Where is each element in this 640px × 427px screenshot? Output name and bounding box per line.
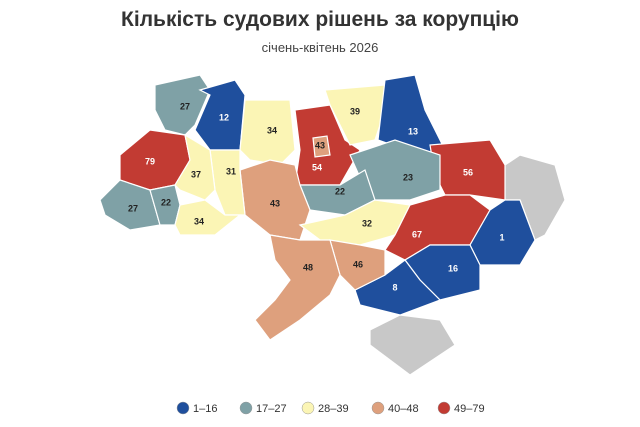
region-value: 12: [219, 112, 229, 122]
region-value: 22: [335, 186, 345, 196]
legend-swatch: [239, 401, 253, 415]
region: [174, 133, 216, 201]
labels: 79 27 12 34 54 43 39 13 56 23 22 43 31 37 27 22 34 32 67 1 1…: [128, 101, 505, 292]
region-value: 13: [408, 126, 418, 136]
legend-label: 1–16: [193, 403, 217, 415]
region-value: 79: [145, 156, 155, 166]
region-value: 56: [463, 167, 473, 177]
regions: [99, 74, 536, 341]
legend-swatch: [437, 401, 451, 415]
region-value: 27: [180, 101, 190, 111]
legend-swatch: [301, 401, 315, 415]
region-value: 34: [194, 216, 204, 226]
subtitle: січень-квітень 2026: [262, 40, 379, 55]
region: [469, 199, 536, 266]
legend-label: 49–79: [454, 403, 485, 415]
region-value: 32: [362, 218, 372, 228]
legend-label: 40–48: [388, 403, 419, 415]
region-value: 31: [226, 166, 236, 176]
legend-swatch: [371, 401, 385, 415]
region-value: 39: [350, 106, 360, 116]
region: [209, 149, 246, 216]
legend: 1–16 17–27 28–39 40–48 49–79: [176, 401, 485, 415]
legend-swatch: [176, 401, 190, 415]
region-value: 67: [412, 229, 422, 239]
region-value: 54: [312, 162, 322, 172]
region-value: 23: [403, 172, 413, 182]
region: [239, 159, 311, 241]
region: [312, 135, 331, 158]
legend-label: 17–27: [256, 403, 287, 415]
region-value: 34: [267, 125, 277, 135]
region-value: 1: [499, 232, 504, 242]
region-value: 27: [128, 203, 138, 213]
title: Кількість судових рішень за корупцію: [121, 8, 519, 31]
region-value: 48: [303, 262, 313, 272]
region-value: 8: [392, 282, 397, 292]
region-value: 43: [315, 140, 325, 150]
region: [154, 74, 211, 136]
region-value: 43: [270, 198, 280, 208]
occupied-area: [369, 314, 456, 376]
region-value: 46: [353, 259, 363, 269]
region-value: 37: [191, 169, 201, 179]
region: [354, 259, 442, 316]
region-value: 16: [448, 263, 458, 273]
region-value: 22: [161, 197, 171, 207]
legend-label: 28–39: [318, 403, 349, 415]
region: [254, 234, 341, 341]
region: [174, 199, 242, 236]
